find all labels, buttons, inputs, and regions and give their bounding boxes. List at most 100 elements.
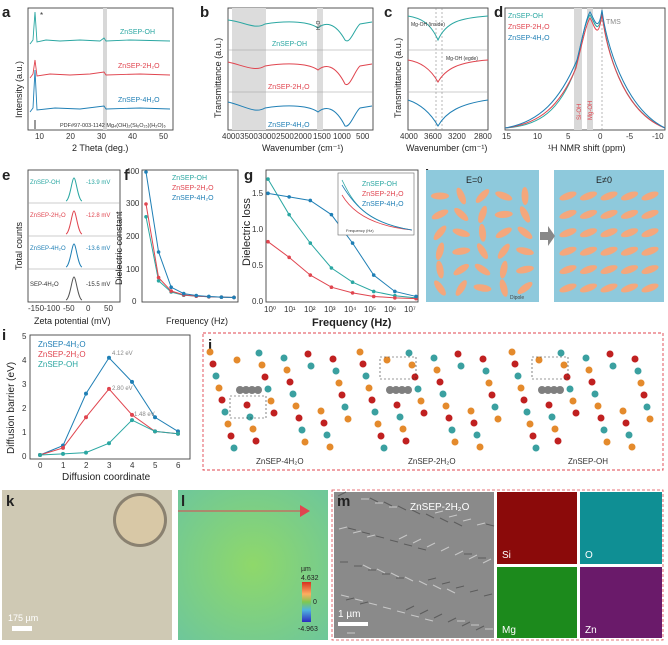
data-point bbox=[156, 279, 161, 283]
sem-fiber bbox=[404, 576, 414, 582]
atom bbox=[295, 414, 303, 422]
f-ytick: 100 bbox=[126, 265, 140, 274]
panel-f: f ZnSEP-OH ZnSEP-2H₂O ZnSEP-4H₂O 0 100 2… bbox=[114, 167, 239, 326]
atom bbox=[258, 361, 266, 369]
m-frame bbox=[331, 489, 664, 641]
m-title: ZnSEP-2H₂O bbox=[410, 502, 470, 513]
dipole bbox=[516, 265, 534, 274]
data-point bbox=[130, 379, 134, 384]
atom bbox=[582, 354, 590, 362]
zn-ion bbox=[544, 386, 552, 394]
e-xtick: -100 bbox=[44, 304, 61, 313]
atom bbox=[482, 367, 490, 375]
atom bbox=[609, 362, 617, 370]
sem-fiber bbox=[441, 581, 451, 585]
m-map-o bbox=[580, 492, 662, 564]
m-sem-texture bbox=[337, 491, 495, 634]
panel-label-i: i bbox=[2, 327, 6, 344]
data-point bbox=[176, 431, 180, 436]
dipole bbox=[516, 247, 534, 256]
l-zero: 0 bbox=[313, 599, 317, 606]
atom bbox=[597, 414, 605, 422]
zn-ion bbox=[398, 386, 406, 394]
i-peak-label: 2.80 eV bbox=[112, 386, 133, 392]
i-ytick: 4 bbox=[22, 356, 27, 365]
data-point bbox=[169, 285, 173, 290]
sem-fiber bbox=[448, 514, 458, 518]
data-point bbox=[84, 391, 88, 396]
dipole bbox=[559, 283, 577, 293]
zn-ion bbox=[392, 386, 400, 394]
d-tms-label: TMS bbox=[606, 19, 621, 26]
atom bbox=[289, 390, 297, 398]
f-ytick: 0 bbox=[132, 297, 137, 306]
atom bbox=[264, 385, 272, 393]
i-ytick: 0 bbox=[22, 452, 27, 461]
i-ytick: 2 bbox=[22, 404, 27, 413]
g-ylabel: Dielectric loss bbox=[241, 198, 253, 266]
g-ytick: 1.5 bbox=[252, 189, 264, 198]
sem-fiber bbox=[382, 606, 392, 610]
l-unit: µm bbox=[301, 566, 311, 573]
atom bbox=[439, 390, 447, 398]
dipole bbox=[434, 280, 446, 296]
d-xtick: 15 bbox=[502, 132, 511, 141]
panel-a: a * ZnSEP-OH ZnSEP-2H₂O ZnSEP-4H₂O PDF#9… bbox=[2, 4, 174, 153]
k-scale-text: 175 µm bbox=[8, 613, 38, 623]
l-max: 4.632 bbox=[301, 575, 319, 582]
d-xlabel: ¹H NMR shift (ppm) bbox=[548, 143, 626, 153]
g-xlabel: Frequency (Hz) bbox=[312, 317, 392, 329]
j-frame bbox=[202, 332, 664, 471]
sem-fiber bbox=[434, 510, 444, 514]
atom bbox=[557, 349, 565, 357]
d-xtick: 10 bbox=[533, 132, 542, 141]
sem-fiber bbox=[454, 550, 464, 556]
atom bbox=[442, 402, 450, 410]
data-point bbox=[38, 453, 42, 457]
b-xtick: 1000 bbox=[333, 132, 351, 141]
sem-fiber bbox=[439, 517, 449, 523]
atom bbox=[603, 438, 611, 446]
g-xtick: 10⁰ bbox=[264, 305, 276, 314]
k-scale-bar bbox=[12, 626, 32, 631]
data-point bbox=[266, 191, 270, 196]
sem-fiber bbox=[405, 605, 415, 611]
atom bbox=[491, 403, 499, 411]
data-point bbox=[181, 291, 186, 296]
i-ytick: 5 bbox=[22, 332, 27, 341]
data-point bbox=[393, 296, 397, 300]
m-map-zn bbox=[580, 567, 662, 638]
d-legend-2h2o: ZnSEP-2H₂O bbox=[508, 24, 550, 31]
atom bbox=[448, 426, 456, 434]
a-xtick: 40 bbox=[128, 132, 137, 141]
atom bbox=[402, 437, 410, 445]
data-point bbox=[371, 273, 376, 277]
atom bbox=[467, 407, 475, 415]
g-xtick: 10² bbox=[304, 305, 316, 314]
m-scale-text: 1 µm bbox=[338, 609, 360, 620]
dipole bbox=[620, 265, 639, 275]
dipole bbox=[600, 228, 618, 238]
atom bbox=[514, 372, 522, 380]
panel-a-highlight-band bbox=[103, 8, 107, 130]
dipole bbox=[579, 191, 598, 201]
g-inset-xlabel: Frequency (Hz) bbox=[346, 228, 374, 233]
dipole bbox=[476, 243, 489, 260]
panel-b-axes bbox=[227, 7, 374, 131]
atom bbox=[414, 385, 422, 393]
atom bbox=[374, 420, 382, 428]
zn-ion bbox=[254, 386, 262, 394]
atom bbox=[206, 348, 214, 356]
dipole bbox=[499, 260, 508, 279]
sem-fiber bbox=[475, 625, 485, 631]
atom bbox=[454, 350, 462, 358]
sem-fiber bbox=[432, 584, 442, 590]
sem-fiber bbox=[440, 546, 450, 552]
e-xtick: -150 bbox=[28, 304, 45, 313]
k-inset-disc bbox=[116, 496, 164, 544]
g-xtick: 10⁷ bbox=[404, 305, 416, 314]
d-band-mgoh bbox=[587, 8, 593, 130]
data-point bbox=[207, 294, 211, 299]
data-point bbox=[287, 212, 291, 217]
e-row-mv: -13.6 mV bbox=[86, 246, 110, 252]
